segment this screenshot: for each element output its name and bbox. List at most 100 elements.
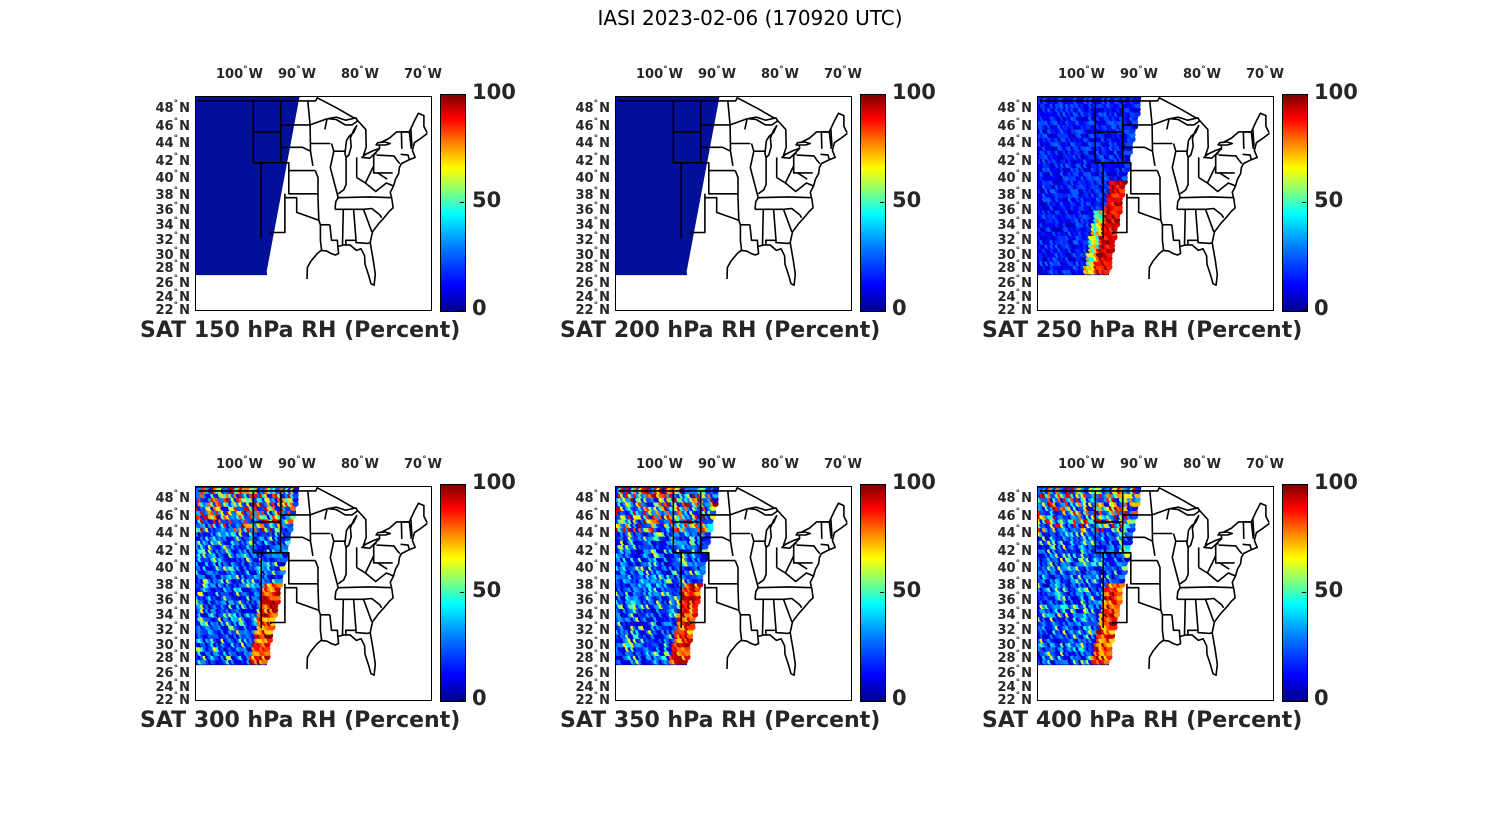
state-boundary: [729, 151, 734, 167]
state-boundary: [355, 240, 371, 245]
map-axes: [615, 486, 852, 701]
map-canvas: [1038, 97, 1270, 286]
state-boundary: [729, 541, 734, 557]
state-boundary: [1149, 100, 1154, 152]
latitude-tick-label: 22°N: [997, 691, 1032, 708]
longitude-tick-label: 90°W: [698, 65, 736, 82]
state-boundary: [764, 599, 777, 636]
map-panel: 100°W 90°W 80°W 70°W 48°N 46°N 44°N 42°N 40°N 38°…: [982, 450, 1402, 810]
longitude-tick-label: 100°W: [216, 65, 263, 82]
state-boundary: [1122, 146, 1153, 152]
state-boundary: [288, 170, 318, 195]
panel-title: SAT 250 hPa RH (Percent): [982, 318, 1303, 343]
latitude-tick-label: 26°N: [997, 664, 1032, 681]
state-boundary: [796, 154, 821, 165]
longitude-tick-label: 90°W: [1120, 455, 1158, 472]
state-boundary: [329, 614, 339, 637]
longitude-tick-label: 80°W: [761, 455, 799, 472]
latitude-tick-label: 40°N: [575, 559, 610, 576]
latitude-tick-label: 42°N: [997, 542, 1032, 559]
state-boundary: [797, 562, 808, 570]
state-boundary: [373, 152, 378, 156]
great-lake-outline: [764, 124, 778, 159]
latitude-tick-label: 38°N: [155, 576, 190, 593]
state-boundary: [1218, 154, 1243, 165]
panel-title: SAT 300 hPa RH (Percent): [140, 708, 461, 733]
latitude-tick-label: 28°N: [155, 649, 190, 666]
map-panel: 100°W 90°W 80°W 70°W 48°N 46°N 44°N 42°N 40°N 38°…: [982, 60, 1402, 420]
state-boundary: [309, 507, 328, 516]
latitude-tick-label: 42°N: [575, 152, 610, 169]
state-boundary: [1180, 196, 1234, 199]
colorbar-tick-mark: [460, 310, 464, 311]
latitude-tick-label: 30°N: [997, 636, 1032, 653]
latitude-tick-label: 26°N: [997, 274, 1032, 291]
state-boundary: [776, 555, 795, 574]
state-boundary: [309, 151, 314, 167]
great-lake-outline: [361, 538, 381, 550]
colorbar-tick-mark: [460, 592, 464, 593]
latitude-tick-label: 36°N: [155, 591, 190, 608]
map-canvas: [196, 487, 428, 676]
great-lake-outline: [781, 148, 801, 160]
state-boundary: [334, 587, 339, 600]
colorbar-tick-label: 50: [472, 578, 502, 602]
latitude-tick-label: 30°N: [575, 246, 610, 263]
longitude-tick-label: 90°W: [698, 455, 736, 472]
state-boundary: [784, 572, 815, 583]
state-boundary: [820, 543, 831, 550]
latitude-tick-label: 34°N: [575, 606, 610, 623]
latitude-tick-label: 44°N: [155, 134, 190, 151]
latitude-tick-label: 22°N: [575, 691, 610, 708]
state-boundary: [749, 224, 759, 247]
state-boundary: [749, 143, 759, 198]
longitude-tick-label: 70°W: [404, 455, 442, 472]
map-panel: 100°W 90°W 80°W 70°W 48°N 46°N 44°N 42°N 40°N 38°…: [560, 450, 980, 810]
latitude-tick-label: 36°N: [155, 201, 190, 218]
map-canvas: [1038, 487, 1270, 676]
colorbar-tick-label: 0: [1314, 296, 1329, 320]
state-boundary: [729, 507, 748, 516]
great-lake-outline: [747, 116, 779, 126]
state-boundary: [754, 197, 759, 210]
state-boundary: [377, 172, 388, 180]
latitude-tick-label: 46°N: [155, 117, 190, 134]
latitude-tick-label: 34°N: [997, 606, 1032, 623]
state-boundary: [820, 521, 833, 539]
state-boundary: [334, 197, 339, 210]
state-boundary: [1156, 170, 1161, 198]
longitude-tick-label: 80°W: [1183, 455, 1221, 472]
longitude-tick-label: 80°W: [1183, 65, 1221, 82]
colorbar-tick-mark: [880, 310, 884, 311]
state-boundary: [329, 224, 339, 247]
state-boundary: [400, 521, 413, 539]
state-boundary: [1186, 209, 1199, 246]
latitude-tick-label: 44°N: [155, 524, 190, 541]
longitude-tick-label: 90°W: [278, 65, 316, 82]
map-axes: [1037, 96, 1274, 311]
map-panel: 100°W 90°W 80°W 70°W 48°N 46°N 44°N 42°N 40°N 38°…: [140, 450, 560, 810]
latitude-tick-label: 30°N: [575, 636, 610, 653]
longitude-tick-label: 70°W: [824, 455, 862, 472]
latitude-tick-label: 30°N: [155, 246, 190, 263]
latitude-tick-label: 38°N: [997, 186, 1032, 203]
latitude-tick-label: 40°N: [997, 559, 1032, 576]
latitude-tick-label: 44°N: [575, 134, 610, 151]
state-boundary: [280, 536, 311, 542]
latitude-tick-label: 34°N: [997, 216, 1032, 233]
state-boundary: [288, 560, 318, 585]
state-boundary: [314, 170, 319, 198]
state-boundary: [784, 182, 815, 193]
latitude-tick-label: 48°N: [155, 99, 190, 116]
great-lake-outline: [375, 531, 392, 536]
latitude-tick-label: 26°N: [155, 664, 190, 681]
state-boundary: [775, 240, 791, 245]
state-boundary: [776, 165, 795, 184]
latitude-tick-label: 44°N: [575, 524, 610, 541]
colorbar-tick-mark: [880, 484, 884, 485]
latitude-tick-label: 46°N: [575, 117, 610, 134]
longitude-tick-label: 100°W: [1058, 65, 1105, 82]
colorbar-tick-label: 100: [472, 470, 516, 494]
state-boundary: [755, 207, 803, 219]
latitude-tick-label: 30°N: [155, 636, 190, 653]
